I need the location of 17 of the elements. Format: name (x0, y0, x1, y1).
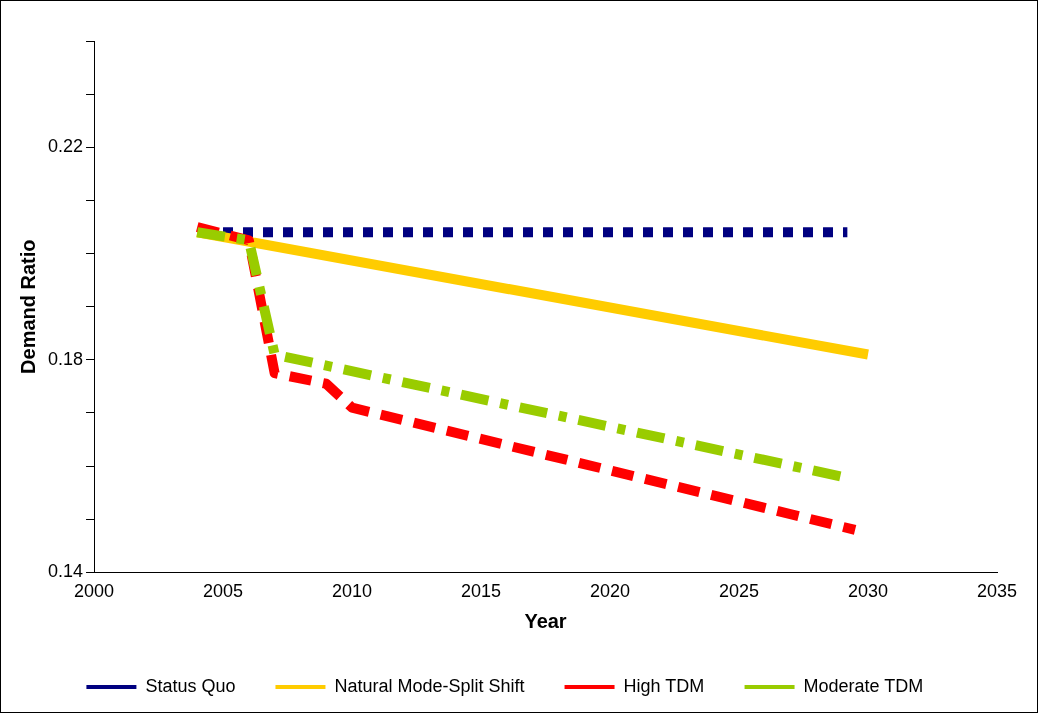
x-tick-label: 2030 (847, 581, 889, 602)
y-axis-title: Demand Ratio (16, 239, 39, 374)
x-tick-label: 2005 (203, 581, 244, 602)
x-tick-label: 2015 (461, 581, 502, 602)
x-tick-label: 2020 (589, 581, 631, 602)
x-tick-label: 2000 (74, 581, 115, 602)
legend-label: Status Quo (145, 675, 236, 696)
y-tick-label: 0.18 (47, 348, 84, 369)
x-axis-title: Year (524, 609, 567, 632)
legend-label: Natural Mode-Split Shift (334, 675, 525, 696)
y-tick-label: 0.14 (47, 561, 84, 582)
x-tick-label: 2035 (976, 581, 1018, 602)
x-tick-label: 2010 (332, 581, 373, 602)
legend-label: High TDM (623, 675, 705, 696)
y-tick-label: 0.22 (47, 136, 84, 157)
x-tick-label: 2025 (718, 581, 760, 602)
legend-label: Moderate TDM (803, 675, 924, 696)
